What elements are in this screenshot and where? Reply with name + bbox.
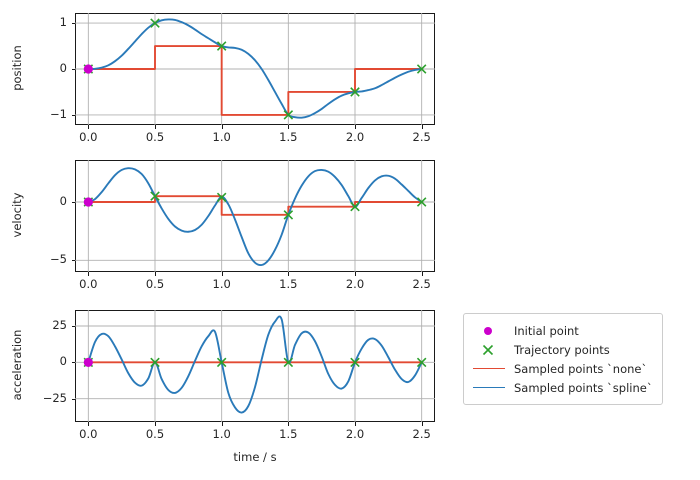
initial-point-marker xyxy=(83,357,93,367)
xtick-label: 0.5 xyxy=(145,277,165,291)
xtick-mark xyxy=(355,125,356,129)
legend-label: Initial point xyxy=(514,323,579,338)
axes-position xyxy=(75,13,435,125)
xtick-mark xyxy=(155,422,156,426)
ylabel-position: position xyxy=(10,45,24,91)
xtick-mark xyxy=(155,125,156,129)
legend-x-icon xyxy=(482,344,494,356)
ytick-label: −25 xyxy=(42,390,67,405)
legend: Initial point Trajectory points Sampled po… xyxy=(463,313,663,405)
xtick-label: 2.0 xyxy=(345,130,365,144)
xtick-mark xyxy=(88,272,90,276)
xtick-mark xyxy=(288,422,290,426)
ytick-label: 0 xyxy=(59,194,67,208)
xtick-mark xyxy=(221,125,223,129)
xtick-mark xyxy=(355,422,356,426)
ytick-mark xyxy=(71,260,75,262)
xtick-label: 2.5 xyxy=(412,277,431,291)
xtick-mark xyxy=(421,422,423,426)
series-spline xyxy=(87,315,423,414)
ytick-label: 1 xyxy=(59,15,67,30)
ytick-mark xyxy=(71,114,75,116)
ytick-label: 0 xyxy=(59,354,67,369)
initial-point-marker xyxy=(83,64,93,74)
legend-item: Sampled points `none` xyxy=(472,359,653,378)
ytick-mark xyxy=(71,398,75,400)
xtick-label: 1.5 xyxy=(279,427,298,441)
xtick-mark xyxy=(221,422,223,426)
xtick-mark xyxy=(88,422,90,426)
trajectory-points-markers xyxy=(83,18,427,120)
axes-frame xyxy=(75,310,435,422)
legend-label: Sampled points `none` xyxy=(514,361,648,376)
ytick-mark xyxy=(71,326,75,327)
xtick-label: 1.5 xyxy=(279,130,298,144)
legend-key xyxy=(472,340,506,359)
series-spline xyxy=(88,18,422,119)
legend-item: Initial point xyxy=(472,321,653,340)
xlabel: time / s xyxy=(233,450,277,464)
legend-line-icon xyxy=(473,386,505,389)
xtick-label: 0.5 xyxy=(145,130,165,144)
legend-dot-icon xyxy=(484,326,492,335)
xtick-label: 2.0 xyxy=(345,277,365,291)
series-spline xyxy=(87,167,423,267)
legend-label: Sampled points `spline` xyxy=(514,380,653,395)
xtick-mark xyxy=(288,272,290,276)
axes-frame xyxy=(75,160,435,272)
ytick-label: 25 xyxy=(52,318,67,332)
legend-item: Trajectory points xyxy=(472,340,653,359)
axes-velocity xyxy=(75,160,435,272)
legend-line-icon xyxy=(473,367,505,370)
ytick-label: −1 xyxy=(50,106,67,121)
xtick-label: 0.5 xyxy=(145,427,165,441)
legend-key xyxy=(472,321,506,340)
ytick-mark xyxy=(71,362,75,364)
legend-label: Trajectory points xyxy=(514,342,610,357)
initial-point-marker xyxy=(83,197,93,207)
xtick-label: 1.0 xyxy=(212,130,231,144)
ylabel-acceleration: acceleration xyxy=(10,329,24,401)
ytick-label: −5 xyxy=(50,252,67,267)
xtick-label: 0.0 xyxy=(79,277,98,291)
xtick-label: 0.0 xyxy=(79,427,98,441)
xtick-label: 2.5 xyxy=(412,427,431,441)
series-none xyxy=(88,195,422,216)
xtick-mark xyxy=(221,272,223,276)
legend-key xyxy=(472,378,506,397)
xtick-mark xyxy=(355,272,356,276)
ytick-mark xyxy=(71,23,75,25)
ylabel-velocity: velocity xyxy=(10,192,24,238)
axes-acceleration xyxy=(75,310,435,422)
xtick-label: 1.0 xyxy=(212,277,231,291)
xtick-mark xyxy=(88,125,90,129)
legend-item: Sampled points `spline` xyxy=(472,378,653,397)
grid-lines xyxy=(75,310,435,422)
grid-lines xyxy=(75,13,435,125)
xtick-mark xyxy=(421,272,423,276)
series-none xyxy=(88,45,422,116)
xtick-mark xyxy=(155,272,156,276)
xtick-mark xyxy=(288,125,290,129)
xtick-label: 1.0 xyxy=(212,427,231,441)
legend-key xyxy=(472,359,506,378)
ytick-label: 0 xyxy=(59,61,67,75)
ytick-mark xyxy=(71,202,75,203)
xtick-label: 1.5 xyxy=(279,277,298,291)
xtick-label: 2.5 xyxy=(412,130,431,144)
xtick-label: 2.0 xyxy=(345,427,365,441)
ytick-mark xyxy=(71,69,75,70)
xtick-label: 0.0 xyxy=(79,130,98,144)
xtick-mark xyxy=(421,125,423,129)
